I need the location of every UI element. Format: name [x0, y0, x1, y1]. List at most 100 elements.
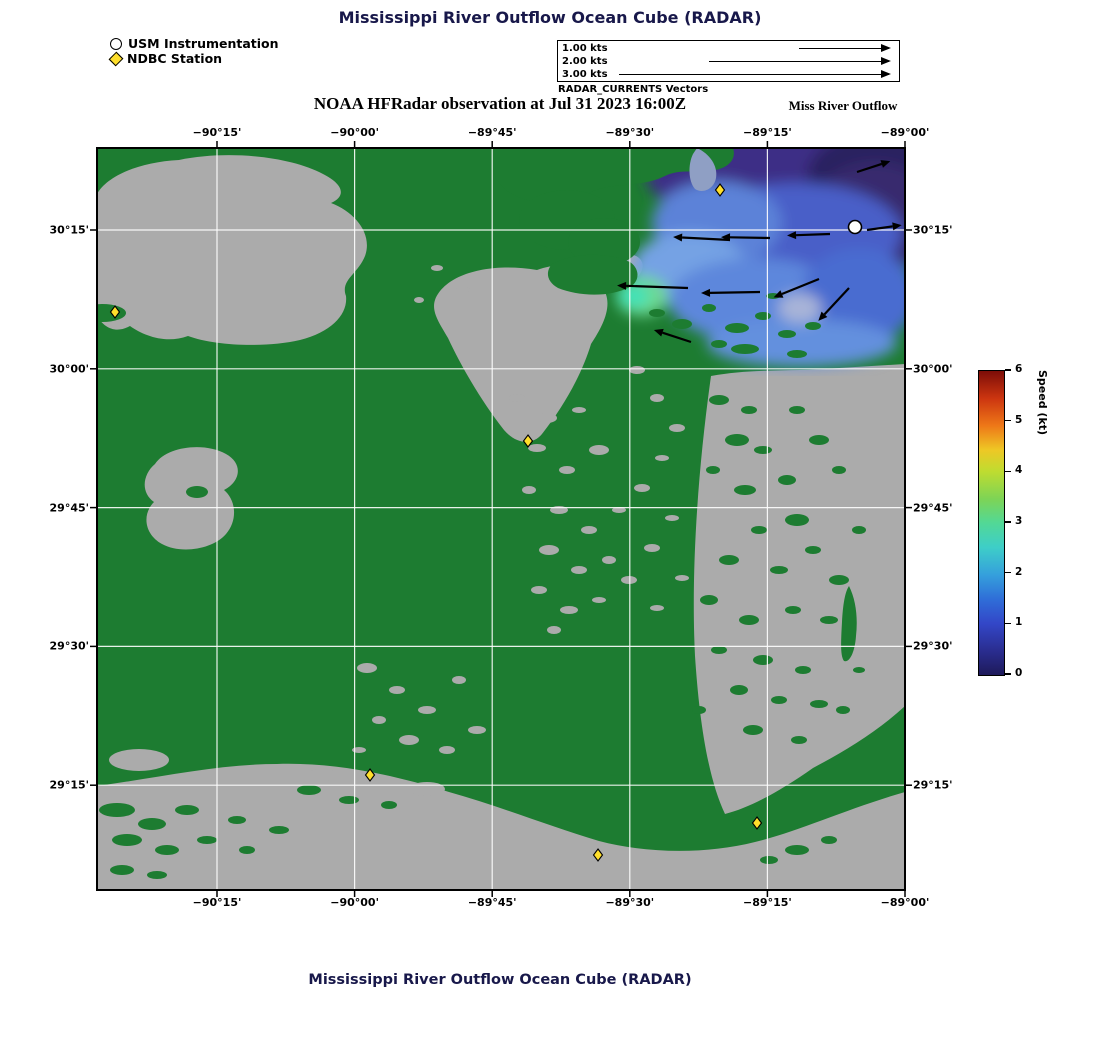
lon-tick-label-top: −89°30'	[605, 126, 655, 139]
cove-1	[306, 769, 338, 781]
colorbar-tick-label: 0	[1015, 667, 1023, 679]
legend-label-ndbc: NDBC Station	[127, 51, 223, 66]
vector-scale-row-label: 1.00 kts	[562, 43, 608, 54]
current-vector-head	[673, 233, 683, 242]
lat-tick-label-left: 30°15'	[49, 223, 89, 237]
vector-scale-row: 1.00 kts	[558, 42, 899, 55]
map-plot	[90, 141, 912, 897]
current-vector-head	[880, 160, 891, 168]
colorbar-tick-label: 6	[1015, 363, 1023, 375]
current-vector	[823, 287, 850, 316]
vector-scale-arrow	[709, 57, 891, 65]
graticule-grid	[97, 148, 905, 890]
legend-label-usm: USM Instrumentation	[128, 36, 279, 51]
current-vector-head	[701, 288, 711, 297]
north-coast	[492, 148, 734, 203]
marsh-ponds	[352, 265, 689, 754]
lon-tick-label-bottom: −89°15'	[743, 896, 792, 909]
colorbar-tick-mark	[1005, 420, 1011, 422]
current-vector-head	[773, 290, 784, 298]
lat-tick-label-right: 29°15'	[913, 778, 953, 792]
lat-tick-label-left: 29°30'	[49, 639, 89, 653]
colorbar-tick-mark	[1005, 470, 1011, 473]
small-lakes	[144, 447, 238, 550]
inlet-water	[689, 148, 717, 191]
current-vector	[625, 284, 689, 290]
current-vector-head	[721, 233, 731, 242]
ndbc-station-marker	[751, 816, 763, 830]
lon-tick-label-top: −90°15'	[192, 126, 242, 139]
ndbc-station-marker	[522, 434, 534, 448]
right-sound	[693, 364, 905, 814]
colorbar-tick-mark	[1005, 572, 1011, 574]
current-vector	[662, 331, 692, 344]
colorbar	[978, 370, 1005, 676]
colorbar-tick-mark	[1005, 521, 1011, 523]
current-vector	[781, 277, 820, 296]
lon-tick-label-bottom: −90°00'	[330, 896, 379, 909]
lon-tick-label-top: −89°45'	[467, 126, 517, 139]
current-vector	[729, 236, 771, 240]
colorbar-tick-mark	[1005, 673, 1011, 675]
colorbar-tick-mark	[1005, 369, 1011, 371]
lon-tick-label-bottom: −90°15'	[192, 896, 242, 909]
lake-pontchartrain	[97, 155, 367, 345]
observation-subtitle: NOAA HFRadar observation at Jul 31 2023 …	[313, 94, 687, 113]
colorbar-tick-mark	[1005, 622, 1011, 625]
current-vector-head	[653, 328, 664, 337]
ndbc-station-marker	[592, 848, 604, 862]
lat-tick-label-right: 30°00'	[913, 362, 953, 376]
pearl-peninsula	[547, 254, 638, 295]
lat-tick-label-right: 29°45'	[913, 501, 953, 515]
current-vector	[856, 162, 883, 174]
current-vector	[866, 225, 893, 232]
lake-island	[186, 486, 208, 498]
legend-item-ndbc: NDBC Station	[108, 51, 279, 66]
ndbc-station-marker	[109, 305, 121, 319]
current-vector-head	[617, 281, 627, 290]
lon-tick-label-bottom: −89°00'	[880, 896, 930, 909]
map-legend: USM Instrumentation NDBC Station	[108, 36, 279, 66]
colorbar-tick-label: 5	[1015, 413, 1023, 426]
water-nodata-shapes	[97, 155, 905, 890]
legend-item-usm: USM Instrumentation	[110, 36, 279, 51]
gulf-of-mexico	[97, 763, 905, 890]
station-markers	[109, 183, 863, 862]
vector-scale-row: 3.00 kts	[558, 68, 899, 81]
lake-borgne	[434, 265, 608, 442]
bottom-title: Mississippi River Outflow Ocean Cube (RA…	[308, 972, 692, 988]
lon-tick-label-bottom: −89°45'	[467, 896, 517, 909]
vector-scale-box: 1.00 kts 2.00 kts 3.00 kts	[557, 40, 900, 82]
lon-tick-label-top: −90°00'	[330, 126, 379, 139]
chandeleur-islands	[841, 586, 857, 662]
island-specks	[99, 293, 866, 879]
vector-scale-caption: RADAR_CURRENTS Vectors	[558, 84, 709, 95]
pond-bl	[109, 749, 169, 771]
lon-tick-label-bottom: −89°30'	[605, 896, 655, 909]
usm-circle-icon	[110, 37, 122, 50]
lat-tick-label-right: 30°15'	[913, 223, 953, 237]
current-vector-head	[892, 222, 902, 231]
colorbar-tick-label: 3	[1015, 515, 1023, 527]
vector-scale-row-label: 2.00 kts	[562, 56, 608, 67]
colorbar-label: Speed (kt)	[1036, 370, 1049, 436]
usm-station-marker	[847, 219, 863, 235]
current-vectors	[617, 160, 902, 344]
current-vector-head	[787, 231, 797, 240]
map-frame	[96, 147, 906, 891]
colorbar-tick-label: 2	[1015, 565, 1023, 578]
current-vector-head	[818, 311, 828, 321]
vector-scale-row-label: 3.00 kts	[562, 69, 608, 80]
page-title: Mississippi River Outflow Ocean Cube (RA…	[338, 8, 762, 27]
ndbc-diamond-icon	[108, 51, 124, 66]
lat-tick-label-left: 29°15'	[49, 778, 89, 792]
current-vector	[682, 236, 731, 242]
colorbar-tick-label: 1	[1015, 616, 1023, 629]
cove-2	[409, 782, 445, 796]
lat-tick-label-right: 29°30'	[913, 639, 953, 653]
frame-ticks	[90, 141, 912, 897]
vector-scale-arrow	[619, 70, 891, 78]
lat-tick-label-left: 30°00'	[49, 362, 89, 376]
vector-scale-row: 2.00 kts	[558, 55, 899, 68]
